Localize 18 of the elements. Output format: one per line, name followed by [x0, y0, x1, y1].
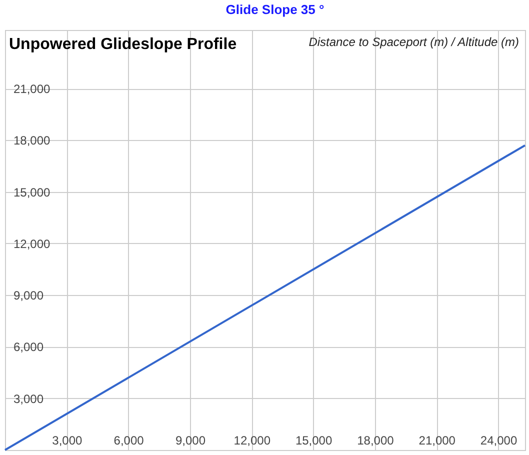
y-tick-label: 6,000 [14, 340, 44, 354]
y-tick-label: 21,000 [14, 82, 51, 96]
x-tick-label: 18,000 [357, 434, 394, 448]
annotation: Distance to Spaceport (m) / Altitude (m) [308, 35, 519, 49]
y-tick-label: 12,000 [14, 236, 51, 251]
x-tick-label: 3,000 [52, 434, 82, 448]
text: Glide Slope 35 ° [226, 2, 324, 17]
y-tick-label: 18,000 [14, 134, 51, 148]
y-tick-label: 3,000 [14, 392, 44, 406]
x-tick-label: 24,000 [480, 434, 518, 448]
x-tick-label: 9,000 [175, 434, 206, 448]
x-tick-label: 6,000 [114, 434, 144, 448]
x-tick-label: 21,000 [418, 434, 456, 448]
y-tick-label: 9,000 [14, 288, 44, 303]
chart-title: Unpowered Glideslope Profile [9, 36, 237, 53]
x-tick-label: 15,000 [295, 434, 332, 448]
x-tick-label: 12,000 [234, 434, 271, 448]
y-tick-label: 15,000 [14, 185, 51, 200]
